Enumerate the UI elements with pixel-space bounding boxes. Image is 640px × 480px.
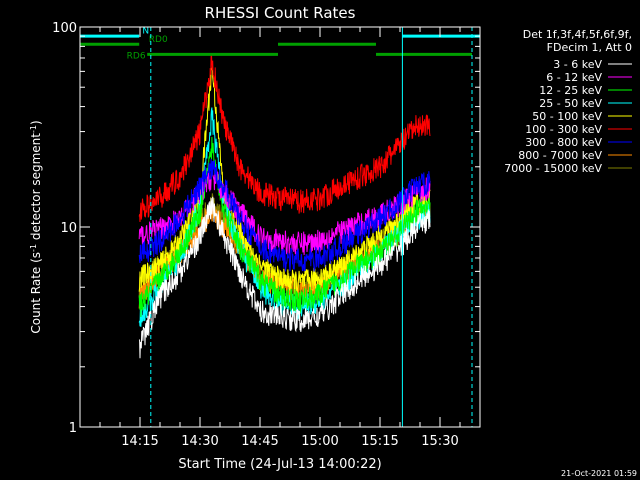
y-axis-label-part: Count Rate (s [29, 252, 43, 334]
series-line [138, 136, 431, 318]
chart-title: RHESSI Count Rates [205, 4, 356, 22]
y-axis-label-part: detector segment [29, 133, 43, 244]
series-line [138, 53, 431, 223]
x-tick-label: 14:45 [241, 434, 278, 449]
y-axis-label-part: ) [29, 120, 43, 125]
series-lines [138, 53, 431, 359]
x-tick-label: 14:30 [181, 434, 218, 449]
y-axis-label-exponent: -1 [29, 125, 38, 133]
legend-label: 25 - 50 keV [539, 97, 602, 110]
y-tick-label: 1 [69, 421, 77, 436]
x-tick-label: 15:15 [361, 434, 398, 449]
state-bar-label: N [142, 26, 149, 36]
series-line [138, 158, 431, 272]
series-line [138, 62, 431, 295]
state-bar-label: RD6 [127, 51, 146, 61]
y-tick-label: 10 [60, 221, 77, 236]
legend-header-line: FDecim 1, Att 0 [547, 41, 632, 54]
y-axis-ticks: 1 10 100 [52, 21, 480, 436]
x-axis-label: Start Time (24-Jul-13 14:00:22) [178, 457, 381, 472]
legend-label: 50 - 100 keV [532, 110, 602, 123]
legend-header-line: Det 1f,3f,4f,5f,6f,9f, [523, 28, 632, 41]
footer-date: 21-Oct-2021 01:59 [561, 469, 637, 478]
y-axis-label-exponent: -1 [29, 244, 38, 252]
x-tick-label: 14:15 [121, 434, 158, 449]
legend-label: 800 - 7000 keV [518, 149, 602, 162]
legend-label: 6 - 12 keV [546, 71, 602, 84]
legend-label: 300 - 800 keV [525, 136, 602, 149]
x-tick-label: 15:00 [301, 434, 338, 449]
y-tick-label: 100 [52, 21, 77, 36]
legend-label: 7000 - 15000 keV [504, 162, 602, 175]
series-line [138, 196, 431, 359]
x-axis-ticks: 14:15 14:30 14:45 15:00 15:15 15:30 [99, 27, 461, 449]
legend-label: 100 - 300 keV [525, 123, 602, 136]
series-line [138, 169, 431, 256]
x-tick-label: 15:30 [421, 434, 458, 449]
legend-label: 3 - 6 keV [553, 58, 602, 71]
legend: Det 1f,3f,4f,5f,6f,9f, FDecim 1, Att 0 3… [504, 28, 632, 175]
legend-label: 12 - 25 keV [539, 84, 602, 97]
y-axis-label: Count Rate (s-1 detector segment-1) [29, 120, 44, 333]
state-bar-label: RD0 [149, 35, 168, 45]
